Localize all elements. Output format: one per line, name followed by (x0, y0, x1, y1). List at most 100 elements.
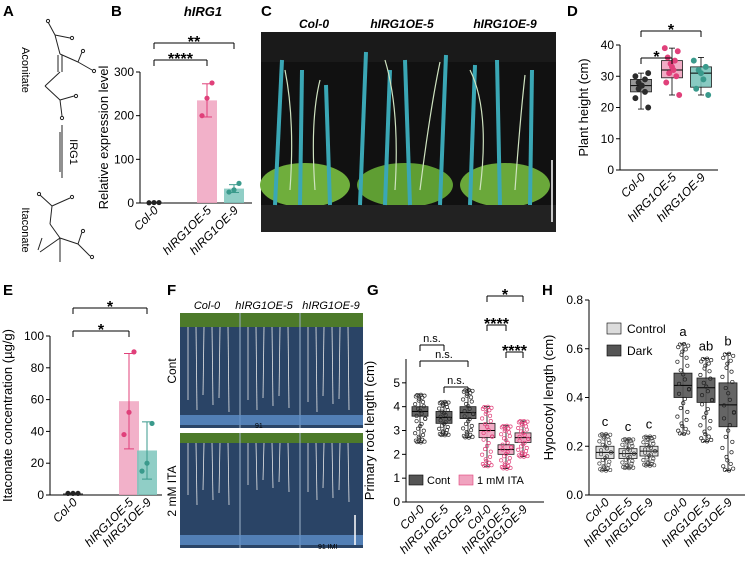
panel-g-data-point (445, 425, 450, 430)
panel-g-significance-label: **** (502, 343, 528, 360)
panel-h-data-point (630, 458, 635, 464)
panel-e-data-point (144, 460, 150, 466)
panel-g-data-point (501, 423, 506, 429)
panel-h-data-point (730, 439, 735, 444)
itaconate-double-bond (37, 237, 43, 251)
panel-h-data-point (684, 355, 689, 360)
panel-b-data-point (204, 95, 210, 101)
panel-g-data-point (469, 423, 474, 428)
panel-d-y-tick-label: 30 (601, 69, 615, 83)
panel-b-y-tick-label: 300 (114, 65, 134, 79)
legend-label-ita: 1 mM ITA (477, 475, 525, 487)
panel-g-data-point (517, 434, 522, 439)
aconitate-bond (59, 53, 79, 63)
panel-d-significance-label: * (668, 22, 675, 39)
panel-h-data-point (627, 454, 632, 459)
panel-h-data-point (682, 396, 687, 402)
panel-g-data-point (526, 436, 531, 442)
panel-g-data-point (414, 419, 419, 424)
panel-e-x-label: Col-0 (50, 495, 80, 525)
panel-d-data-point (702, 63, 709, 70)
panel-h-y-tick-label: 0.8 (566, 293, 583, 307)
panel-g-data-point (523, 424, 529, 429)
panel-g-data-point (480, 416, 485, 421)
panel-h-data-point (678, 368, 683, 373)
panel-a-structures (36, 18, 97, 262)
panel-h-data-point (705, 407, 710, 412)
panel-h-data-point (707, 369, 712, 374)
aconitate-bond (77, 51, 83, 63)
panel-g-data-point (518, 419, 523, 424)
panel-e-y-tick-label: 20 (31, 456, 45, 470)
panel-h-data-point (727, 397, 732, 402)
panel-h-data-point (704, 384, 709, 389)
aconitate-bond (54, 34, 61, 55)
panel-g-data-point (487, 408, 492, 413)
panel-letter-d: D (567, 3, 578, 20)
panel-h-data-point (620, 442, 625, 447)
panel-g-y-tick-label: 3 (393, 424, 400, 438)
legend-swatch-cont (408, 474, 424, 486)
panel-letter-c: C (261, 3, 272, 20)
panel-h-data-point (643, 434, 648, 439)
panel-c-photo (260, 32, 556, 232)
panel-d-data-point (673, 73, 680, 80)
panel-h-data-point (680, 424, 685, 429)
panel-h-data-point (620, 460, 625, 465)
panel-g-data-point (420, 400, 426, 405)
panel-d-y-tick-label: 20 (601, 101, 615, 115)
panel-c-label-oe5: hIRG1OE-5 (370, 17, 434, 31)
panel-g-data-point (444, 404, 450, 410)
panel-c-label-oe9: hIRG1OE-9 (473, 17, 537, 31)
panel-d-data-point (676, 92, 683, 98)
panel-h-data-point (730, 379, 735, 385)
panel-g-data-point (489, 405, 494, 410)
photo-shade (261, 32, 556, 62)
panel-h-data-point (684, 417, 689, 422)
panel-g-data-point (509, 445, 514, 450)
panel-h-data-point (607, 440, 612, 445)
panel-g-data-point (522, 440, 527, 445)
panel-h-data-point (608, 467, 613, 473)
panel-d-data-point (661, 45, 668, 52)
panel-h-data-point (606, 462, 611, 467)
panel-h-data-point (708, 418, 713, 424)
panel-g-data-point (446, 432, 451, 437)
panel-d-significance-label: * (653, 49, 660, 66)
aconitate-label: Aconitate (19, 47, 31, 93)
panel-g-data-point (487, 454, 493, 459)
panel-e-data-point (65, 490, 71, 497)
plate-edge (180, 535, 363, 545)
aconitate-bond (47, 21, 56, 36)
panel-letter-a: A (3, 3, 14, 20)
panel-g-data-point (440, 429, 445, 434)
panel-b-y-tick-label: 200 (114, 109, 134, 123)
itaconate-bond (77, 231, 83, 245)
panel-letter-b: B (111, 3, 122, 20)
panel-h-data-point (645, 460, 650, 465)
panel-h-data-point (677, 391, 682, 396)
panel-letter-g: G (367, 282, 379, 299)
plate-edge (180, 415, 363, 425)
panel-g-data-point (468, 428, 474, 433)
panel-g-data-point (506, 430, 512, 435)
panel-e-data-point (121, 431, 127, 438)
panel-h-data-point (608, 450, 614, 455)
panel-d-data-point (632, 73, 639, 80)
panel-g-data-point (490, 434, 495, 439)
plate-mark: 91 (255, 423, 263, 430)
panel-h-data-point (729, 450, 734, 455)
panel-g-data-point (517, 438, 522, 443)
panel-f-label-oe5: hIRG1OE-5 (235, 300, 293, 312)
legend-swatch-control (606, 322, 622, 335)
panel-h-data-point (652, 463, 657, 468)
panel-h-data-point (644, 443, 649, 448)
panel-g-data-point (516, 447, 521, 452)
panel-h-group-letter: a (679, 324, 687, 339)
panel-g-data-point (499, 432, 504, 437)
panel-g-data-point (462, 414, 467, 419)
rosette (357, 163, 453, 207)
panel-e-significance-label: * (107, 299, 114, 316)
itaconate-bond (59, 237, 79, 245)
panel-h-data-point (724, 454, 729, 459)
